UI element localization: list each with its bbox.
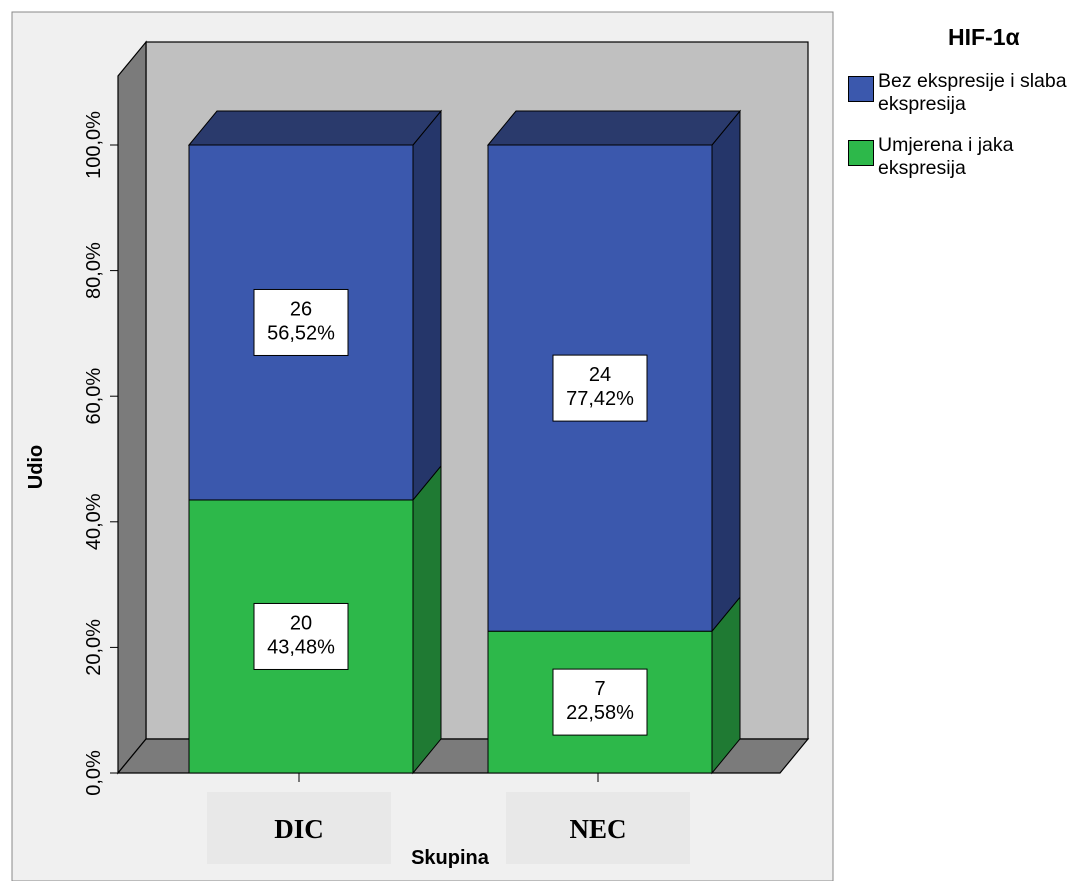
x-tick-label: NEC	[569, 814, 626, 844]
data-label-percent: 43,48%	[267, 636, 335, 658]
bar-side	[711, 109, 741, 633]
data-label-box	[552, 668, 648, 736]
bar-side	[412, 464, 442, 775]
bar-side	[412, 109, 442, 502]
legend-swatch-green	[848, 140, 874, 166]
legend-title: HIF-1α	[948, 24, 1020, 50]
legend-label: Umjerena i jaka ekspresija	[878, 134, 1014, 179]
y-tick-label: 100,0%	[83, 111, 105, 179]
data-label-percent: 22,58%	[566, 702, 634, 724]
y-tick-label: 40,0%	[83, 493, 105, 550]
y-tick-label: 0,0%	[83, 750, 105, 796]
category-label-bg	[506, 792, 690, 864]
y-tick-label: 20,0%	[83, 619, 105, 676]
y-axis-title: Udio	[25, 445, 47, 489]
category-label-bg	[207, 792, 391, 864]
data-label-box	[253, 602, 349, 670]
data-label-percent: 56,52%	[267, 322, 335, 344]
y-tick-label: 80,0%	[83, 242, 105, 299]
data-label-percent: 77,42%	[566, 388, 634, 410]
data-label-box	[552, 354, 648, 422]
data-label-count: 7	[594, 678, 605, 700]
bar-top	[486, 110, 742, 146]
data-label-box	[253, 288, 349, 356]
data-label-count: 20	[290, 612, 312, 634]
x-tick-label: DIC	[274, 814, 324, 844]
bar-top	[187, 110, 443, 146]
data-label-count: 26	[290, 298, 312, 320]
legend-label: Bez ekspresije i slaba ekspresija	[878, 70, 1067, 115]
legend-swatch-blue	[848, 76, 874, 102]
x-axis-title: Skupina	[411, 847, 490, 869]
legend-item-bez-ekspresije: Bez ekspresije i slaba ekspresija	[848, 70, 1068, 116]
legend-item-umjerena: Umjerena i jaka ekspresija	[848, 134, 1068, 180]
y-tick-label: 60,0%	[83, 368, 105, 425]
data-label-count: 24	[589, 364, 611, 386]
side-wall	[117, 40, 147, 775]
